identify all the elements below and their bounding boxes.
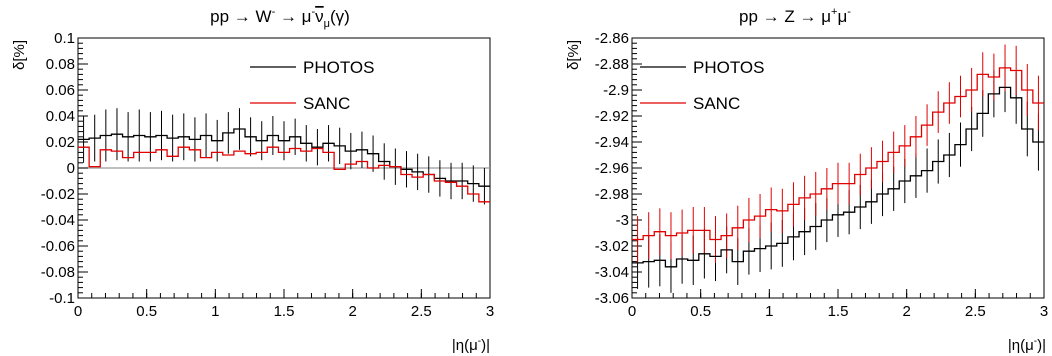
y-tick-label: -2.98 xyxy=(595,186,629,203)
y-tick-label: -0.08 xyxy=(41,264,75,281)
x-tick-label: 1.5 xyxy=(274,303,295,320)
y-tick-label: 0.04 xyxy=(46,108,75,125)
y-tick-label: -2.96 xyxy=(595,160,629,177)
xlabel-end: )| xyxy=(1037,337,1046,354)
legend-photos-label: PHOTOS xyxy=(303,58,374,77)
y-tick-label: 0.06 xyxy=(46,82,75,99)
y-axis-label: δ[%] xyxy=(565,40,582,70)
title-sup1: + xyxy=(831,6,837,18)
legend-photos-label: PHOTOS xyxy=(693,58,764,77)
y-tick-label: -0.02 xyxy=(41,186,75,203)
title-end: (γ) xyxy=(330,7,350,26)
error-bars xyxy=(83,108,485,205)
x-tick-label: 0.5 xyxy=(136,303,157,320)
xlabel-sup: - xyxy=(1034,336,1037,347)
x-tick-label: 3 xyxy=(1040,303,1048,320)
y-tick-label: -0.1 xyxy=(49,290,75,307)
axes: 0 0.5 1 1.5 2 2.5 3 -3.06 -3.04 -3.02 -3 -2.98 -2.96… xyxy=(595,30,1048,320)
y-tick-label: 0.1 xyxy=(54,30,75,47)
y-tick-label: 0 xyxy=(67,160,75,177)
title-sub: μ xyxy=(324,18,330,30)
chart-title: pp → W- → μ-νμ(γ) xyxy=(210,6,350,30)
panel-z-boson: pp → Z → μ+μ- δ[%] |η(μ-)| 0 0.5 1 1.5 2 2.5 3… xyxy=(565,6,1048,354)
y-tick-label: -3 xyxy=(616,212,629,229)
axes: 0 0.5 1 1.5 2 2.5 3 -0.1 -0.08 -0.06 -0.04 -0.02 0 0.… xyxy=(41,30,494,320)
x-tick-label: 2 xyxy=(348,303,356,320)
title-sup2: - xyxy=(847,6,851,18)
panel-w-boson: pp → W- → μ-νμ(γ) δ[%] |η(μ-)| 0 0.5 1 1.5 2… xyxy=(11,6,494,354)
x-tick-label: 0 xyxy=(628,303,636,320)
title-sup1: - xyxy=(272,6,276,18)
x-tick-label: 1 xyxy=(211,303,219,320)
xlabel-main: |η(μ xyxy=(452,337,478,354)
series-lines xyxy=(78,128,490,203)
legend-sanc-label: SANC xyxy=(693,94,740,113)
series-line-photos xyxy=(632,86,1044,268)
series-lines xyxy=(632,67,1044,268)
title-mid: μ xyxy=(837,7,847,26)
x-tick-label: 2 xyxy=(902,303,910,320)
legend-sanc-label: SANC xyxy=(303,94,350,113)
x-axis-label: |η(μ-)| xyxy=(1008,336,1046,354)
y-tick-label: -3.06 xyxy=(595,290,629,307)
y-tick-label: -0.04 xyxy=(41,212,75,229)
title-mid: → μ xyxy=(275,7,311,26)
x-tick-label: 0.5 xyxy=(690,303,711,320)
x-tick-label: 1 xyxy=(765,303,773,320)
y-tick-label: -2.86 xyxy=(595,30,629,47)
x-tick-label: 2.5 xyxy=(411,303,432,320)
x-tick-label: 0 xyxy=(74,303,82,320)
xlabel-main: |η(μ xyxy=(1008,337,1034,354)
xlabel-sup: - xyxy=(478,336,481,347)
y-tick-label: -2.88 xyxy=(595,56,629,73)
chart-title: pp → Z → μ+μ- xyxy=(739,6,851,26)
error-bars xyxy=(637,44,1039,293)
title-main: pp → Z → μ xyxy=(739,7,831,26)
title-nu: ν xyxy=(315,7,324,26)
y-tick-label: 0.08 xyxy=(46,56,75,73)
x-tick-label: 1.5 xyxy=(828,303,849,320)
series-line-sanc xyxy=(632,67,1044,241)
y-tick-label: -0.06 xyxy=(41,238,75,255)
y-tick-label: -2.92 xyxy=(595,108,629,125)
xlabel-end: )| xyxy=(481,337,490,354)
x-tick-label: 2.5 xyxy=(965,303,986,320)
series-line-sanc xyxy=(78,146,490,203)
y-tick-label: 0.02 xyxy=(46,134,75,151)
y-tick-label: -3.02 xyxy=(595,238,629,255)
x-axis-label: |η(μ-)| xyxy=(452,336,490,354)
x-tick-label: 3 xyxy=(486,303,494,320)
title-main: pp → W xyxy=(210,7,271,26)
legend: PHOTOS SANC xyxy=(640,58,764,113)
y-tick-label: -2.9 xyxy=(603,82,629,99)
title-sup2: - xyxy=(311,6,315,18)
y-axis-label: δ[%] xyxy=(11,40,28,70)
y-tick-label: -3.04 xyxy=(595,264,629,281)
legend: PHOTOS SANC xyxy=(250,58,374,113)
series-line-photos xyxy=(78,128,490,187)
y-tick-label: -2.94 xyxy=(595,134,629,151)
